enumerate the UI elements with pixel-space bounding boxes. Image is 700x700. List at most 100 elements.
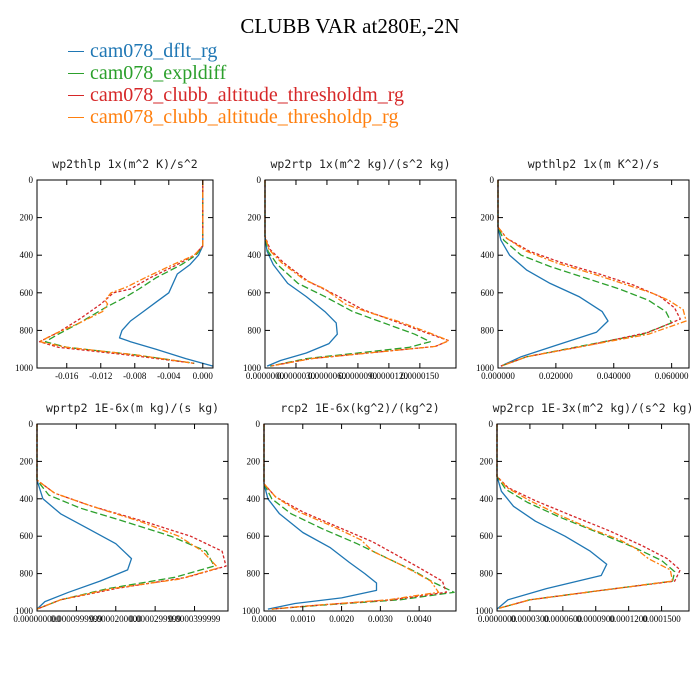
y-tick-label: 600 [20, 288, 34, 298]
y-tick-label: 1000 [476, 363, 495, 373]
y-tick-label: 600 [247, 531, 261, 541]
y-tick-label: 200 [481, 213, 495, 223]
x-tick-label: 0.0001200 [610, 614, 649, 624]
legend-label: cam078_clubb_altitude_thresholdp_rg [90, 105, 399, 128]
y-tick-label: 1000 [475, 606, 494, 616]
plot-frame [36, 179, 214, 369]
series-line [263, 424, 447, 610]
y-tick-label: 0 [257, 175, 262, 185]
legend-swatch [68, 116, 84, 118]
x-tick-label: 0.000000 [481, 371, 515, 381]
x-tick-label: 0.0000150 [401, 371, 440, 381]
y-tick-label: 400 [480, 494, 494, 504]
plot-panel: wp2rcp 1E-3x(m^2 kg)/(s^2 kg) 0 200 400 600 8… [475, 401, 693, 624]
x-tick-label: 0.0000200000 [90, 614, 142, 624]
series-line [497, 180, 681, 367]
x-tick-label: 0.020000 [539, 371, 573, 381]
x-tick-label: 0.0000999999 [51, 614, 103, 624]
y-tick-label: 400 [20, 494, 34, 504]
y-tick-label: 1000 [15, 363, 34, 373]
series-line [264, 180, 450, 367]
panel-title: wp2thlp 1x(m^2 K)/s^2 [52, 157, 197, 171]
y-tick-label: 200 [20, 456, 34, 466]
x-tick-label: 0.0000000 [246, 371, 285, 381]
y-tick-label: 800 [248, 325, 262, 335]
series-line [496, 424, 608, 610]
series-line [264, 180, 431, 367]
x-tick-label: 0.000000000 [13, 614, 61, 624]
series-line [38, 180, 204, 364]
x-tick-label: 0.0000399999 [169, 614, 221, 624]
series-line [263, 424, 440, 610]
series-line [38, 180, 204, 364]
y-tick-label: 400 [481, 250, 495, 260]
x-tick-label: 0.0000300 [511, 614, 550, 624]
series-line [496, 424, 674, 609]
y-tick-label: 0 [489, 419, 494, 429]
x-tick-label: 0.0000299999 [129, 614, 181, 624]
plot-frame [496, 423, 690, 612]
x-tick-label: -0.016 [55, 371, 79, 381]
x-tick-label: 0.0040 [407, 614, 432, 624]
legend-swatch [68, 72, 84, 74]
legend-entry: cam078_clubb_altitude_thresholdm_rg [68, 84, 404, 106]
legend-swatch [68, 94, 84, 96]
legend-label: cam078_clubb_altitude_thresholdm_rg [90, 83, 405, 106]
panel-title: wprtp2 1E-6x(m kg)/(s kg) [46, 401, 219, 415]
y-tick-label: 200 [247, 456, 261, 466]
series-line [263, 424, 378, 610]
plot-frame [263, 423, 457, 612]
y-tick-label: 1000 [242, 606, 261, 616]
series-line [118, 180, 214, 367]
y-tick-label: 400 [248, 250, 262, 260]
plot-panel: rcp2 1E-6x(kg^2)/(kg^2) 0 200 400 600 800 1000… [242, 401, 457, 624]
y-tick-label: 0 [256, 419, 261, 429]
legend-entry: cam078_clubb_altitude_thresholdp_rg [68, 106, 404, 128]
x-tick-label: -0.004 [157, 371, 181, 381]
x-tick-label: 0.0010 [290, 614, 315, 624]
legend-label: cam078_dflt_rg [90, 39, 218, 62]
plot-panel: wpthlp2 1x(m K^2)/s 0 200 400 600 800 10000.00… [476, 157, 690, 381]
plot-frame [497, 179, 690, 369]
panel-title: wp2rcp 1E-3x(m^2 kg)/(s^2 kg) [493, 401, 694, 415]
y-tick-label: 1000 [15, 606, 34, 616]
panel-title: wpthlp2 1x(m K^2)/s [528, 157, 660, 171]
x-tick-label: 0.0000 [252, 614, 277, 624]
plot-panel: wprtp2 1E-6x(m kg)/(s kg) 0 200 400 600 800 10… [13, 401, 229, 624]
y-tick-label: 0 [29, 175, 34, 185]
series-line [496, 424, 681, 609]
series-line [497, 180, 609, 367]
y-tick-label: 800 [20, 325, 34, 335]
legend-entry: cam078_dflt_rg [68, 40, 404, 62]
series-line [497, 180, 673, 367]
x-tick-label: 0.040000 [597, 371, 631, 381]
y-tick-label: 600 [481, 288, 495, 298]
x-tick-label: 0.0000000 [478, 614, 517, 624]
series-line [264, 180, 450, 367]
plot-panel: wp2thlp 1x(m^2 K)/s^2 0 200 400 600 800 1000 -0… [15, 157, 214, 381]
legend-swatch [68, 50, 84, 52]
series-line [36, 424, 219, 610]
series-line [263, 424, 455, 610]
series-line [36, 424, 133, 610]
y-tick-label: 200 [480, 456, 494, 466]
x-tick-label: 0.0001500 [642, 614, 681, 624]
y-tick-label: 800 [20, 569, 34, 579]
figure-title: CLUBB VAR at280E,-2N [240, 14, 460, 38]
y-tick-label: 0 [490, 175, 495, 185]
y-tick-label: 1000 [243, 363, 262, 373]
y-tick-label: 200 [248, 213, 262, 223]
x-tick-label: 0.0000900 [577, 614, 616, 624]
y-tick-label: 0 [29, 419, 34, 429]
series-line [36, 424, 215, 610]
legend-entry: cam078_expldiff [68, 62, 404, 84]
series-line [44, 180, 204, 364]
x-tick-label: 0.000 [193, 371, 214, 381]
panel-title: rcp2 1E-6x(kg^2)/(kg^2) [280, 401, 439, 415]
y-tick-label: 800 [481, 325, 495, 335]
y-tick-label: 200 [20, 213, 34, 223]
y-tick-label: 600 [20, 531, 34, 541]
x-tick-label: 0.0000090 [339, 371, 378, 381]
x-tick-label: 0.0000060 [308, 371, 347, 381]
